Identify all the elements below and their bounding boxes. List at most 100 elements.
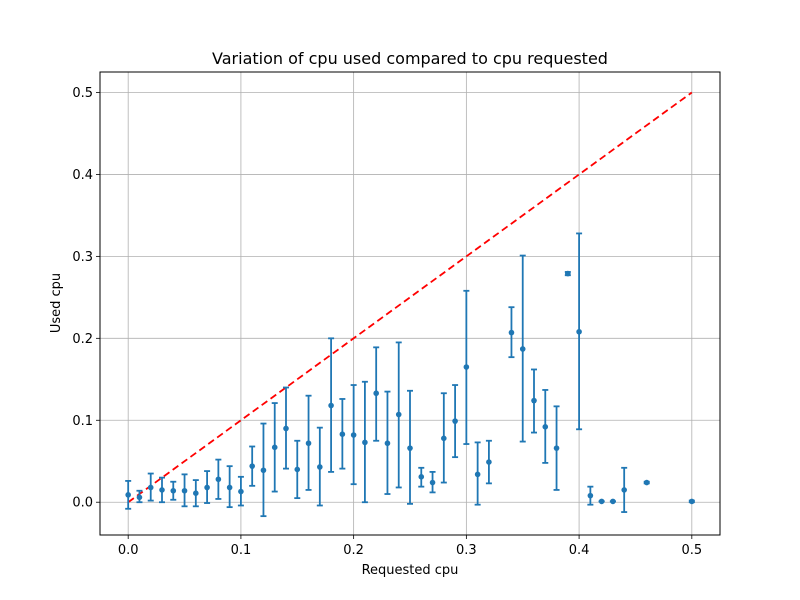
x-axis: 0.0 0.1 0.2 0.3 0.4 0.5 (118, 535, 702, 558)
y-tick-label: 0.2 (72, 332, 93, 347)
data-point (429, 471, 436, 494)
data-point (350, 384, 357, 486)
y-axis-label: Used cpu (49, 273, 64, 333)
data-point (688, 498, 695, 505)
x-tick-label: 0.5 (681, 543, 702, 558)
point-marker (350, 432, 357, 438)
point-marker (565, 270, 571, 277)
data-point (587, 485, 594, 506)
point-marker (305, 440, 312, 447)
point-marker (463, 364, 470, 370)
point-marker (159, 487, 165, 493)
point-marker (283, 425, 289, 432)
data-point (373, 346, 380, 442)
reference-line (127, 91, 693, 503)
data-point (508, 306, 515, 359)
point-marker (429, 479, 436, 486)
plot-frame (99, 71, 721, 536)
data-point (609, 498, 616, 505)
x-axis-label: Requested cpu (362, 563, 459, 578)
point-marker (598, 498, 605, 505)
point-marker (125, 492, 131, 498)
point-marker (226, 484, 233, 491)
point-marker (542, 424, 549, 430)
point-marker (271, 444, 278, 451)
point-marker (553, 445, 560, 451)
point-marker (441, 435, 447, 442)
data-point (316, 426, 323, 507)
data-point (328, 337, 335, 473)
point-marker (418, 474, 425, 480)
point-marker (486, 459, 492, 465)
x-tick-label: 0.2 (343, 543, 364, 558)
point-marker (136, 494, 143, 501)
data-point (463, 289, 470, 445)
y-tick-label: 0.0 (72, 496, 93, 511)
data-point (564, 270, 571, 277)
data-point (260, 422, 267, 518)
point-marker (339, 431, 346, 438)
data-point (440, 392, 447, 484)
data-point (226, 465, 233, 509)
data-point (407, 389, 413, 505)
data-point (598, 498, 605, 505)
data-point (485, 439, 492, 485)
data-point (542, 389, 549, 464)
point-marker (204, 484, 210, 491)
x-tick-label: 0.0 (118, 543, 139, 558)
data-point (643, 479, 650, 486)
data-point (621, 466, 628, 513)
point-marker (238, 488, 244, 495)
data-point (553, 405, 560, 491)
data-point (159, 476, 165, 504)
point-marker (610, 498, 616, 505)
point-marker (621, 487, 627, 493)
data-point (418, 466, 425, 488)
data-point (283, 386, 289, 470)
chart-title: Variation of cpu used compared to cpu re… (212, 49, 608, 68)
data-point (361, 380, 368, 504)
point-marker (260, 467, 267, 474)
data-point (215, 458, 222, 500)
point-marker (384, 440, 391, 447)
data-point (192, 479, 199, 508)
y-tick-label: 0.1 (72, 414, 93, 429)
data-point (181, 473, 188, 508)
data-point (531, 368, 537, 434)
y-axis: 0.0 0.1 0.2 0.3 0.4 0.5 (72, 86, 100, 511)
point-marker (317, 464, 323, 470)
x-tick-label: 0.3 (456, 543, 477, 558)
data-point (339, 398, 346, 470)
data-point (271, 402, 278, 493)
point-marker (215, 476, 222, 483)
data-point (147, 472, 154, 502)
point-marker (508, 329, 515, 336)
point-marker (531, 397, 537, 404)
point-marker (576, 328, 582, 335)
point-marker (249, 463, 255, 469)
point-marker (193, 490, 199, 497)
point-marker (452, 418, 458, 424)
y-tick-label: 0.3 (72, 250, 93, 265)
point-marker (373, 390, 379, 397)
data-point (125, 480, 132, 510)
point-marker (294, 466, 301, 473)
point-marker (519, 346, 526, 352)
data-point (474, 441, 481, 506)
point-marker (689, 498, 695, 505)
point-marker (170, 487, 177, 494)
data-point (237, 475, 244, 507)
x-tick-label: 0.4 (569, 543, 590, 558)
data-point (395, 341, 402, 489)
point-marker (474, 471, 481, 478)
data-point (294, 439, 301, 500)
data-point (384, 390, 391, 495)
point-marker (395, 411, 402, 418)
point-marker (328, 402, 334, 409)
point-marker (181, 487, 188, 494)
y-tick-label: 0.5 (72, 86, 93, 101)
data-point (136, 489, 143, 504)
data-point (204, 470, 211, 504)
